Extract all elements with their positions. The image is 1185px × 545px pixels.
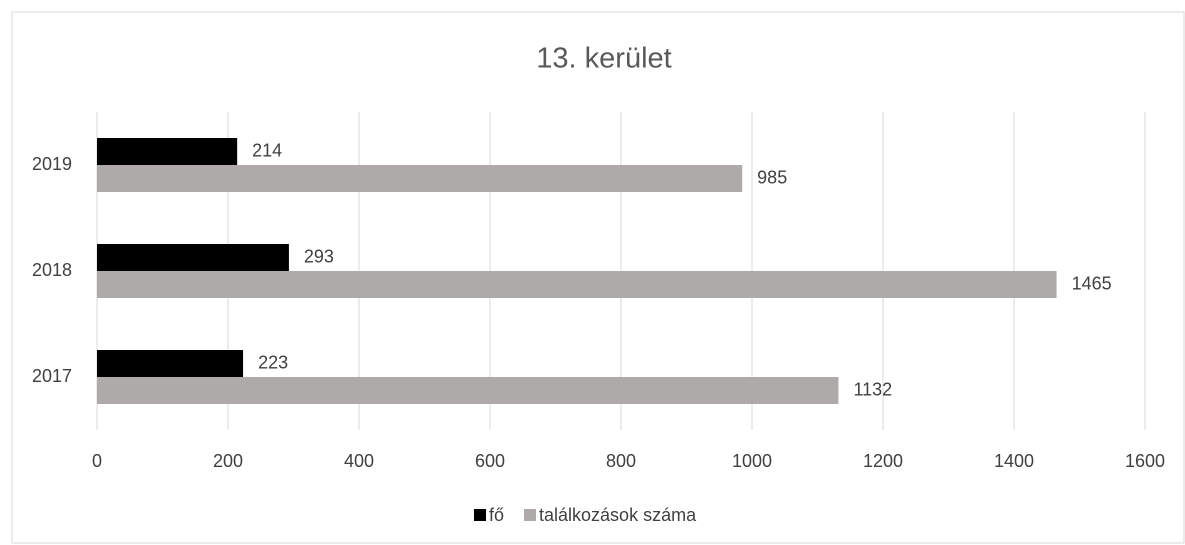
- chart-title: 13. kerület: [536, 43, 671, 75]
- data-label: 1465: [1072, 273, 1112, 293]
- bar: [97, 271, 1057, 298]
- x-tick-label: 1000: [732, 451, 772, 471]
- legend-label: fő: [489, 505, 504, 525]
- data-label: 1132: [853, 379, 892, 399]
- x-tick-label: 200: [213, 451, 243, 471]
- bar: [97, 138, 238, 165]
- bar: [97, 244, 289, 271]
- data-label: 985: [757, 167, 787, 187]
- data-label: 223: [258, 352, 288, 372]
- x-tick-label: 1400: [994, 451, 1034, 471]
- y-tick-label: 2019: [32, 154, 72, 174]
- x-tick-label: 1600: [1125, 451, 1165, 471]
- data-label: 293: [304, 246, 334, 266]
- bar: [97, 377, 839, 404]
- y-tick-label: 2018: [32, 260, 72, 280]
- x-tick-label: 800: [606, 451, 636, 471]
- data-label: 214: [252, 140, 282, 160]
- legend-swatch: [524, 509, 537, 521]
- x-tick-label: 1200: [863, 451, 903, 471]
- bar: [97, 165, 743, 192]
- x-tick-label: 400: [344, 451, 374, 471]
- y-tick-label: 2017: [32, 366, 72, 386]
- legend-swatch: [474, 509, 486, 521]
- x-tick-label: 600: [475, 451, 505, 471]
- legend-label: találkozások száma: [539, 505, 697, 525]
- x-tick-label: 0: [92, 451, 102, 471]
- bar: [97, 350, 244, 377]
